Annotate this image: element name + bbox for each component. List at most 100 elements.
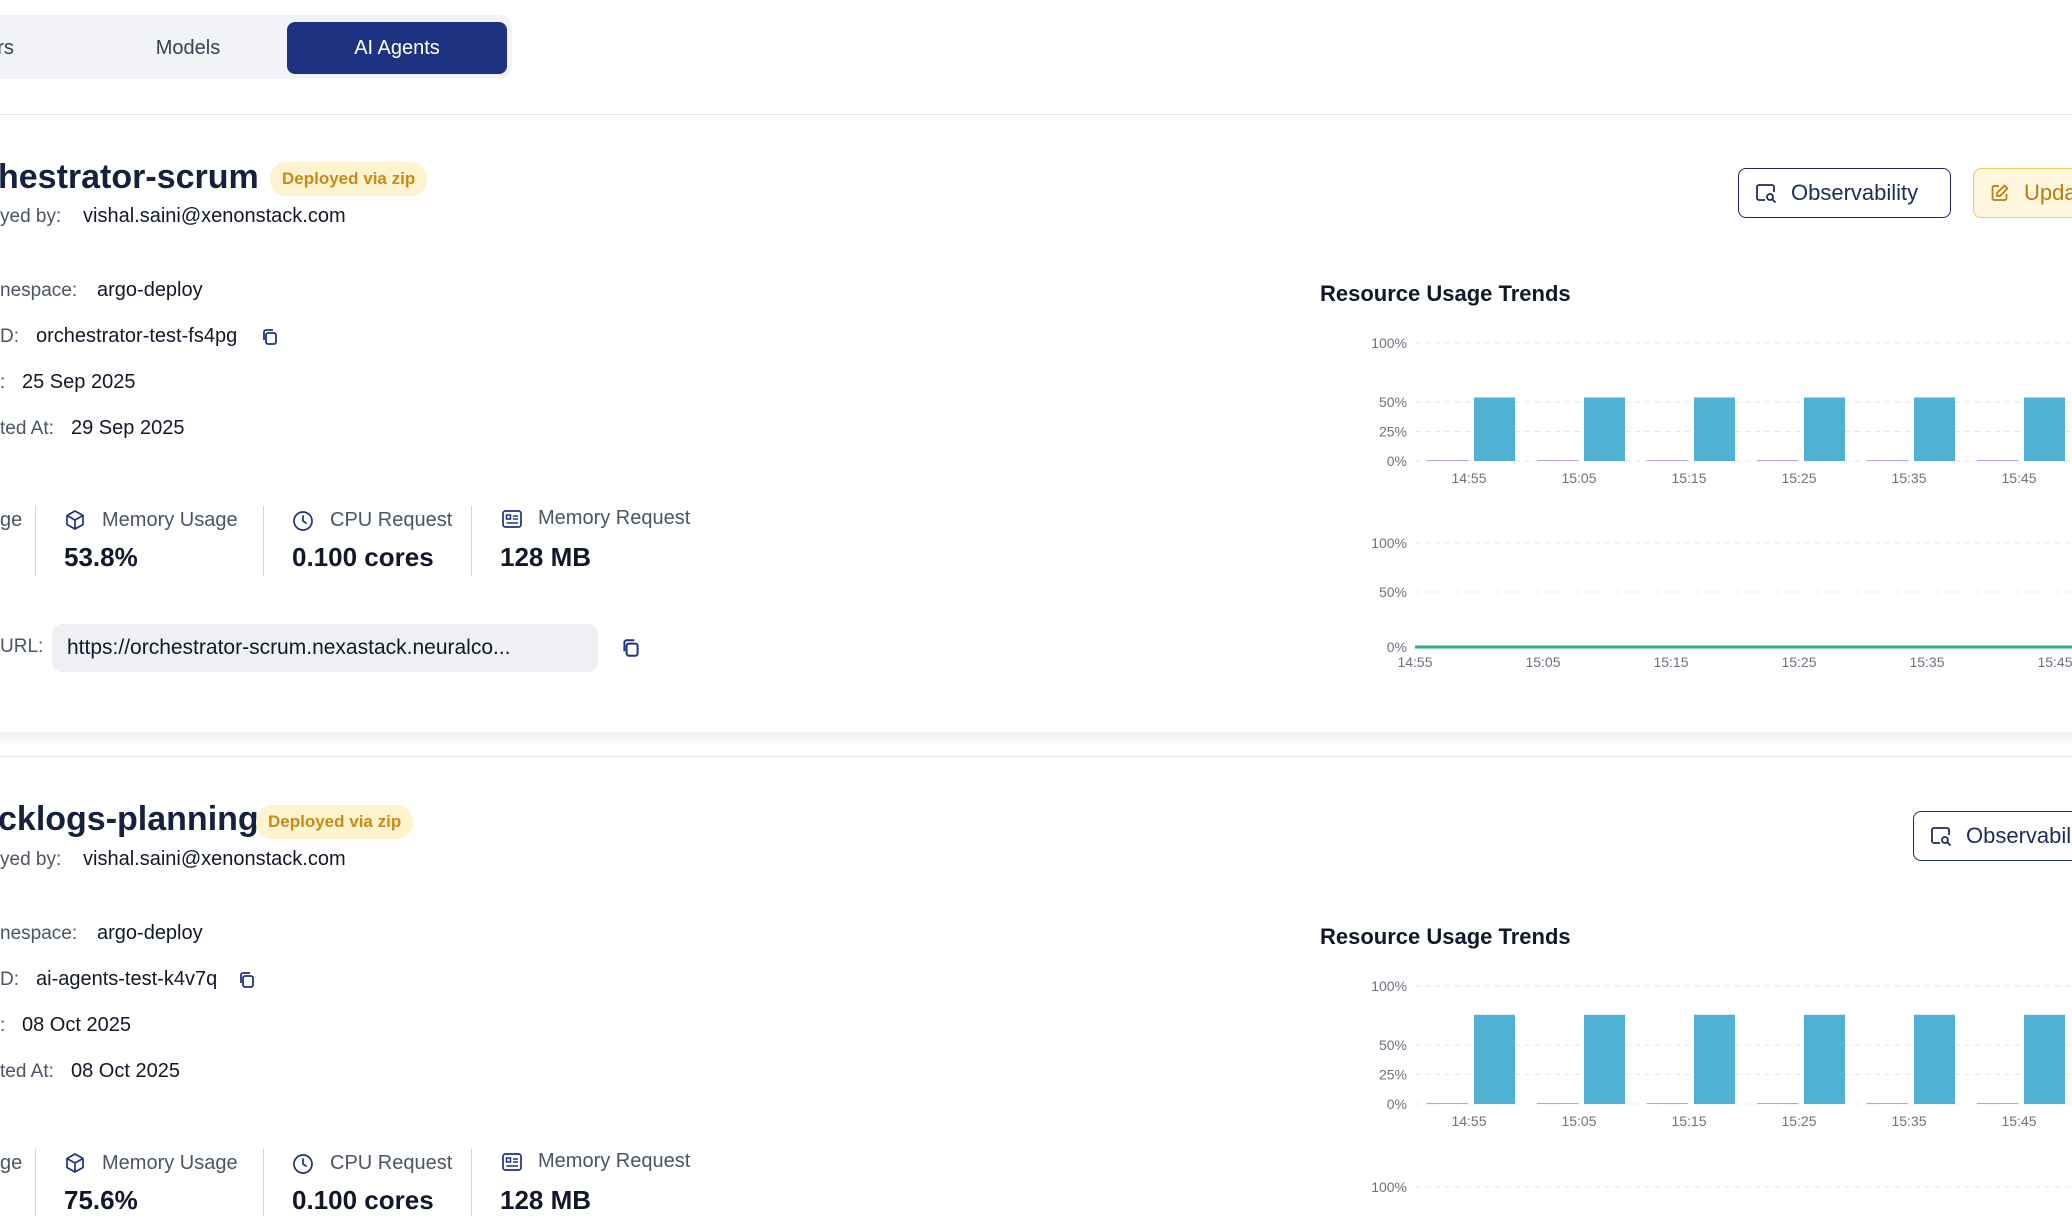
bar xyxy=(1584,397,1625,461)
id-label: D: xyxy=(0,969,19,990)
y-tick-label: 50% xyxy=(1379,394,1407,410)
memory-usage-value: 53.8% xyxy=(64,542,138,572)
deployed-by-value: vishal.saini@xenonstack.com xyxy=(83,848,346,870)
bar xyxy=(1474,1014,1515,1104)
x-tick-label: 15:15 xyxy=(1671,1113,1706,1129)
deploy-badge: Deployed via zip xyxy=(256,805,414,839)
y-tick-label: 100% xyxy=(1371,335,1407,351)
namespace-label: nespace: xyxy=(0,280,78,301)
update-button[interactable]: Upda xyxy=(1973,168,2072,218)
observability-button[interactable]: Observabili xyxy=(1913,811,2072,861)
agent-name: hestrator-scrum xyxy=(0,158,259,196)
divider xyxy=(263,506,264,576)
created-value: 25 Sep 2025 xyxy=(22,371,136,393)
x-tick-label: 15:45 xyxy=(2037,654,2072,670)
usage-bar-chart: 0% 25% 50% 100% 14:55 15:05 15:15 15:25 15:35 15:… xyxy=(1371,335,2072,486)
updated-label: ted At: xyxy=(0,418,54,439)
memory-card-icon xyxy=(501,1151,523,1178)
y-tick-label: 0% xyxy=(1387,1096,1407,1112)
x-tick-label: 14:55 xyxy=(1451,470,1486,486)
y-tick-label: 100% xyxy=(1371,978,1407,994)
divider xyxy=(0,114,2072,115)
bar xyxy=(1694,397,1735,461)
memory-request-value: 128 MB xyxy=(500,542,592,572)
endpoint-url-text: https://orchestrator-scrum.nexastack.neu… xyxy=(67,636,511,659)
deployed-by-label: yed by: xyxy=(0,849,62,870)
bar xyxy=(1427,1103,1468,1104)
y-tick-label: 0% xyxy=(1387,639,1407,655)
box-icon xyxy=(64,1152,86,1179)
tab-models[interactable]: Models xyxy=(78,22,298,74)
x-tick-label: 15:15 xyxy=(1671,470,1706,486)
copy-icon[interactable] xyxy=(260,327,280,352)
bar xyxy=(1977,460,2018,461)
tab-label: ers xyxy=(0,36,14,59)
divider xyxy=(35,1149,36,1216)
bar xyxy=(1647,460,1688,461)
memory-usage-label: Memory Usage xyxy=(102,1152,238,1174)
memory-request-label: Memory Request xyxy=(538,507,691,529)
x-tick-label: 15:15 xyxy=(1653,654,1688,670)
bar xyxy=(1584,1014,1625,1104)
x-tick-label: 15:45 xyxy=(2001,1113,2036,1129)
bar xyxy=(1757,1103,1798,1104)
bar xyxy=(1914,397,1955,461)
bar xyxy=(1804,1014,1845,1104)
x-tick-label: 15:25 xyxy=(1781,1113,1816,1129)
x-tick-label: 15:45 xyxy=(2001,470,2036,486)
id-value: ai-agents-test-k4v7q xyxy=(36,968,218,990)
y-tick-label: 100% xyxy=(1371,1179,1407,1195)
memory-request-value: 128 MB xyxy=(500,1185,592,1215)
url-label: URL: xyxy=(0,636,44,657)
observability-button[interactable]: Observability xyxy=(1738,168,1951,218)
x-tick-label: 15:25 xyxy=(1781,654,1816,670)
x-tick-label: 15:35 xyxy=(1909,654,1944,670)
cpu-request-value: 0.100 cores xyxy=(292,542,434,572)
updated-value: 08 Oct 2025 xyxy=(71,1060,180,1082)
resource-usage-trends-title: Resource Usage Trends xyxy=(1320,924,1571,949)
memory-card-icon xyxy=(501,508,523,535)
bar xyxy=(1427,460,1468,461)
copy-icon[interactable] xyxy=(620,637,642,664)
divider xyxy=(35,506,36,576)
bar xyxy=(2024,1014,2065,1104)
monitor-search-icon xyxy=(1931,827,1951,846)
bar xyxy=(1977,1103,2018,1104)
bar xyxy=(1647,1103,1688,1104)
x-tick-label: 15:05 xyxy=(1561,470,1596,486)
divider xyxy=(471,1149,472,1216)
edit-icon xyxy=(1991,184,2009,201)
y-tick-label: 50% xyxy=(1379,584,1407,600)
cpu-request-label: CPU Request xyxy=(330,1152,453,1174)
x-tick-label: 14:55 xyxy=(1397,654,1432,670)
updated-label: ted At: xyxy=(0,1061,54,1082)
bar xyxy=(1537,1103,1578,1104)
memory-request-label: Memory Request xyxy=(538,1150,691,1172)
bar xyxy=(1474,397,1515,461)
observability-button-label: Observability xyxy=(1791,180,1919,205)
id-label: D: xyxy=(0,326,19,347)
deploy-badge: Deployed via zip xyxy=(270,162,428,196)
cpu-request-value: 0.100 cores xyxy=(292,1185,434,1215)
x-tick-label: 15:35 xyxy=(1891,470,1926,486)
bar xyxy=(1867,1103,1908,1104)
deployed-by-label: yed by: xyxy=(0,206,62,227)
copy-icon[interactable] xyxy=(237,970,257,995)
created-label: : xyxy=(0,372,6,393)
resource-usage-trends-title: Resource Usage Trends xyxy=(1320,281,1571,306)
bar xyxy=(1914,1014,1955,1104)
usage-line-chart: 100% xyxy=(1371,1179,2072,1195)
tab-ai-agents[interactable]: AI Agents xyxy=(287,22,507,74)
endpoint-url-field[interactable]: https://orchestrator-scrum.nexastack.neu… xyxy=(52,624,598,672)
tab-users[interactable]: ers xyxy=(0,22,110,74)
y-tick-label: 25% xyxy=(1379,1067,1407,1083)
divider xyxy=(471,506,472,576)
x-tick-label: 15:35 xyxy=(1891,1113,1926,1129)
bar xyxy=(1537,460,1578,461)
tab-label: Models xyxy=(155,36,221,59)
monitor-search-icon xyxy=(1756,184,1776,203)
memory-usage-label: Memory Usage xyxy=(102,509,238,531)
namespace-value: argo-deploy xyxy=(97,279,203,301)
bar xyxy=(1867,460,1908,461)
cpu-request-label: CPU Request xyxy=(330,509,453,531)
